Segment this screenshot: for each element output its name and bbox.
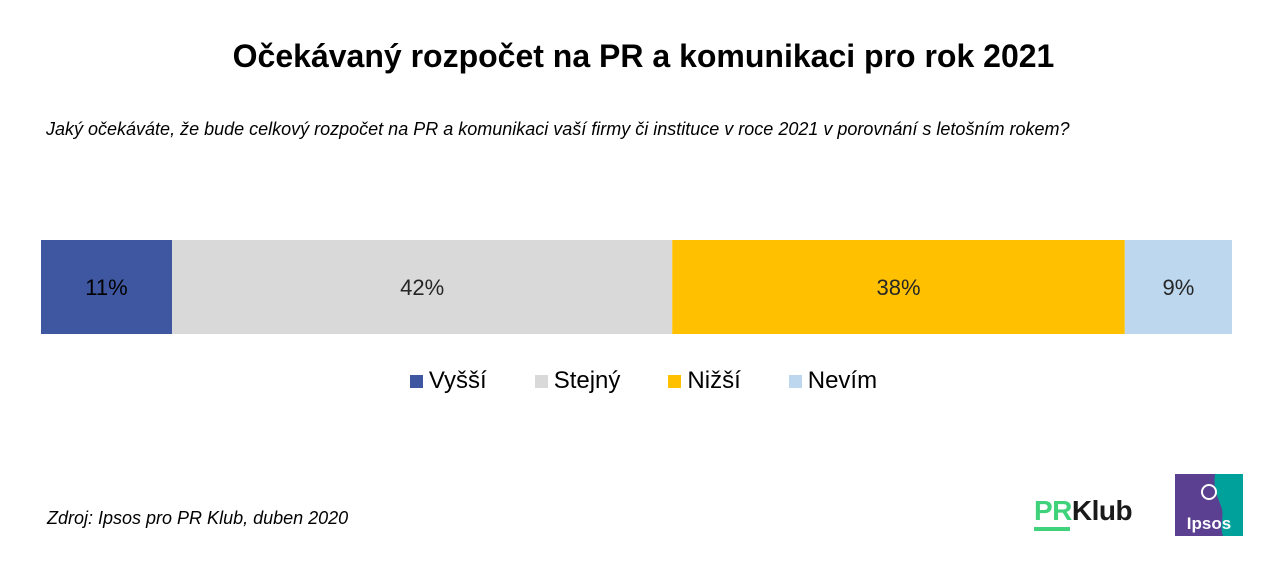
legend-item-stejny: Stejný [534, 367, 621, 395]
data-label-0: 11% [85, 275, 127, 300]
source-note: Zdroj: Ipsos pro PR Klub, duben 2020 [47, 508, 349, 528]
legend-swatch [788, 374, 802, 388]
bar-segment-2 [672, 240, 1125, 334]
bar-segment-0 [41, 240, 173, 334]
data-label-1: 42% [400, 275, 444, 300]
chart-title: Očekávaný rozpočet na PR a komunikaci pr… [232, 38, 1055, 74]
legend-label: Stejný [553, 367, 621, 394]
legend-label: Vyšší [428, 367, 487, 394]
data-label-2: 38% [876, 275, 920, 300]
legend-swatch [409, 374, 423, 388]
data-label-3: 9% [1163, 275, 1195, 300]
ipsos-logo-text: Ipsos [1187, 514, 1231, 533]
legend-swatch [534, 374, 548, 388]
legend-item-nizsi: Nižší [668, 367, 741, 395]
legend-item-nevim: Nevím [788, 367, 878, 395]
prklub-logo-pr: PR [1034, 495, 1072, 526]
chart-legend: Vyšší Stejný Nižší Nevím [0, 367, 1287, 395]
legend-label: Nižší [687, 367, 741, 394]
legend-label: Nevím [807, 367, 878, 394]
ipsos-logo-accent [1214, 474, 1243, 536]
bar-segment-3 [1124, 240, 1232, 334]
legend-item-vyssi: Vyšší [409, 367, 487, 395]
legend-swatch [668, 374, 682, 388]
prklub-logo: PRKlub [1034, 495, 1133, 526]
ipsos-logo: Ipsos [1175, 474, 1243, 536]
ipsos-logo-head [1201, 484, 1217, 500]
bar-segment-1 [172, 240, 673, 334]
chart-subtitle: Jaký očekáváte, že bude celkový rozpočet… [46, 119, 1070, 139]
prklub-logo-klub: Klub [1071, 495, 1133, 526]
